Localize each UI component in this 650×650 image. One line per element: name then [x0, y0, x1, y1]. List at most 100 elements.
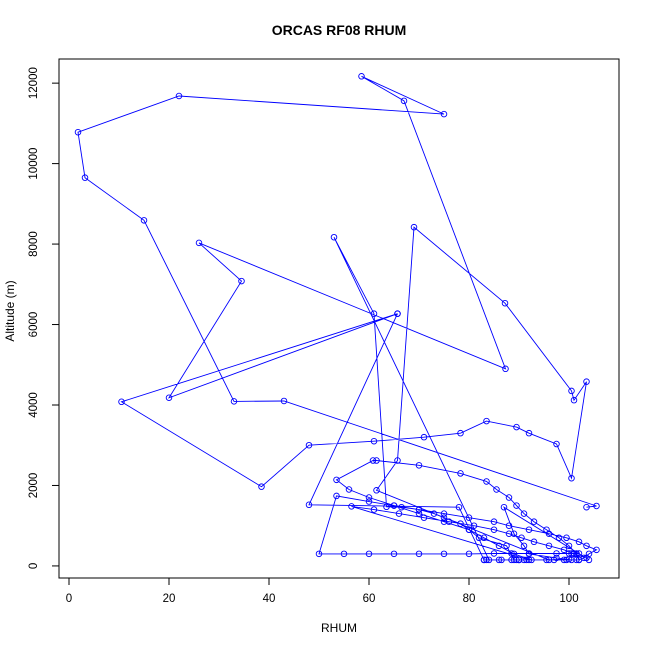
data-point	[573, 550, 580, 558]
data-point	[305, 501, 313, 509]
data-point	[140, 217, 148, 224]
data-point	[420, 514, 428, 521]
data-point	[175, 92, 183, 100]
data-point	[394, 457, 401, 464]
y-tick-label: 2000	[28, 473, 40, 499]
data-point	[348, 503, 355, 510]
data-point	[575, 556, 583, 564]
data-point	[480, 534, 488, 542]
data-point	[563, 556, 570, 564]
data-point	[358, 73, 365, 80]
data-point	[483, 417, 490, 425]
data-point	[369, 457, 377, 464]
data-point	[195, 239, 203, 247]
data-point	[520, 556, 528, 564]
data-point	[575, 538, 583, 546]
data-point	[465, 526, 473, 533]
x-tick-label: 80	[463, 593, 476, 605]
data-point	[550, 556, 558, 564]
data-point	[333, 492, 340, 500]
data-point	[495, 556, 503, 564]
series-layer	[74, 73, 600, 564]
data-point	[395, 510, 403, 517]
x-tick-label: 100	[559, 593, 578, 605]
data-point	[570, 396, 578, 404]
data-point	[365, 494, 373, 501]
data-point	[457, 470, 464, 477]
data-point	[445, 518, 453, 525]
data-point	[570, 550, 578, 558]
data-point	[545, 556, 553, 564]
data-point	[455, 503, 463, 511]
y-tick-label: 0	[28, 563, 40, 569]
data-point	[525, 429, 533, 437]
y-tick-label: 8000	[28, 231, 40, 257]
data-point	[493, 486, 500, 493]
data-point	[373, 457, 380, 464]
data-point	[440, 550, 448, 558]
data-point	[505, 522, 513, 529]
data-point	[365, 498, 373, 505]
data-point	[440, 514, 448, 521]
data-point	[510, 530, 518, 537]
data-point	[485, 556, 493, 564]
y-axis: 0 2000 4000 6000 8000 10000 12000	[28, 67, 60, 569]
data-point	[415, 510, 423, 517]
data-point	[238, 277, 245, 285]
chart-title: ORCAS RF08 RHUM	[272, 22, 407, 38]
data-point	[480, 556, 488, 564]
data-point	[501, 299, 509, 307]
data-point	[258, 483, 265, 490]
x-axis-label: RHUM	[321, 621, 357, 635]
x-tick-label: 20	[163, 593, 176, 605]
data-point	[530, 518, 538, 525]
x-tick-label: 0	[66, 593, 72, 605]
data-point	[383, 503, 390, 511]
data-point	[118, 398, 125, 406]
data-point	[465, 550, 473, 558]
data-point	[583, 503, 590, 511]
data-point	[230, 398, 238, 405]
data-point	[333, 476, 340, 484]
data-point	[513, 556, 520, 564]
data-point	[495, 542, 503, 550]
data-point	[398, 503, 405, 511]
data-point	[330, 233, 338, 241]
data-point	[410, 223, 418, 231]
data-point	[440, 518, 448, 525]
data-point	[593, 502, 600, 510]
data-point	[440, 510, 448, 517]
data-point	[560, 546, 568, 554]
data-point	[365, 550, 373, 558]
data-point	[500, 503, 508, 511]
y-tick-label: 12000	[28, 67, 40, 99]
data-point	[565, 542, 573, 550]
data-point	[543, 556, 550, 564]
data-point	[457, 429, 464, 437]
data-point	[415, 462, 423, 469]
data-point	[370, 506, 378, 513]
data-point	[583, 542, 590, 550]
data-point	[390, 502, 398, 509]
x-tick-label: 40	[263, 593, 276, 605]
data-point	[483, 478, 490, 485]
data-point	[345, 486, 353, 493]
data-point	[568, 556, 575, 564]
data-point	[568, 474, 575, 482]
data-point	[508, 550, 515, 557]
data-point	[520, 510, 528, 517]
data-point	[568, 387, 575, 395]
data-point	[340, 550, 348, 558]
data-point	[400, 97, 408, 105]
data-point	[165, 394, 173, 402]
data-point	[585, 556, 593, 564]
data-point	[563, 534, 570, 542]
data-point	[430, 510, 438, 517]
data-point	[502, 365, 509, 373]
data-point	[483, 556, 490, 564]
data-point	[525, 550, 533, 558]
data-point	[545, 542, 553, 550]
data-point	[394, 310, 401, 317]
